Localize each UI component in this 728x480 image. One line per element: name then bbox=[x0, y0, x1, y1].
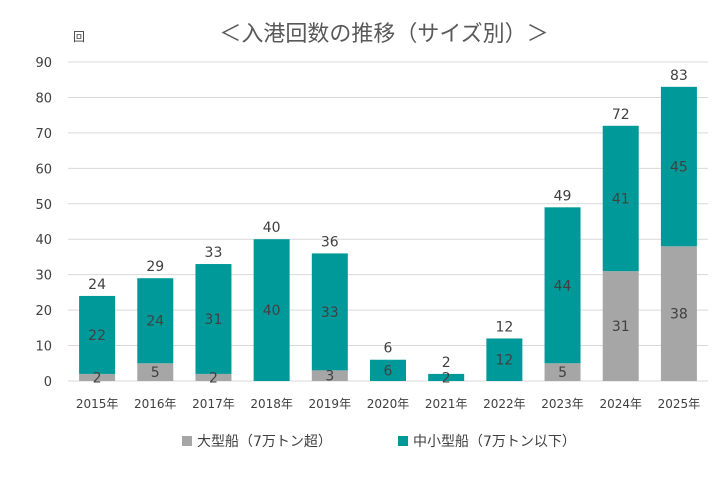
y-tick-label: 30 bbox=[35, 269, 52, 284]
y-tick-label: 60 bbox=[35, 162, 52, 177]
gridlines bbox=[68, 61, 708, 382]
total-label: 12 bbox=[495, 319, 513, 335]
total-label: 83 bbox=[670, 68, 688, 84]
total-label: 40 bbox=[263, 220, 281, 236]
bar-small-2023年 bbox=[544, 207, 581, 364]
segment-label: 2 bbox=[209, 370, 218, 386]
x-tick-label: 2022年 bbox=[483, 397, 526, 411]
bar-large-2025年 bbox=[660, 246, 697, 381]
bar-large-2023年 bbox=[544, 363, 581, 381]
segment-label: 5 bbox=[151, 365, 160, 381]
bar-small-2015年 bbox=[79, 295, 116, 374]
x-tick-label: 2017年 bbox=[192, 397, 235, 411]
legend-swatch-small bbox=[398, 436, 408, 446]
bars bbox=[79, 86, 697, 381]
segment-label: 38 bbox=[670, 307, 688, 323]
segment-label: 45 bbox=[670, 160, 688, 176]
bar-small-2019年 bbox=[311, 253, 348, 371]
bar-small-2016年 bbox=[137, 278, 174, 364]
segment-label: 40 bbox=[263, 303, 281, 319]
x-tick-label: 2020年 bbox=[367, 397, 410, 411]
bar-large-2024年 bbox=[602, 271, 639, 381]
x-tick-label: 2023年 bbox=[541, 397, 584, 411]
legend-swatch-large bbox=[182, 436, 192, 446]
segment-label: 44 bbox=[554, 278, 572, 294]
legend-label-large: 大型船（7万トン超） bbox=[197, 434, 332, 450]
y-tick-label: 70 bbox=[35, 127, 52, 142]
bar-small-2018年 bbox=[253, 239, 290, 381]
x-tick-label: 2025年 bbox=[658, 397, 701, 411]
y-tick-label: 40 bbox=[35, 233, 52, 248]
bar-large-2017年 bbox=[195, 373, 232, 381]
bar-small-2025年 bbox=[660, 86, 697, 247]
bar-small-2024年 bbox=[602, 125, 639, 272]
total-label: 29 bbox=[146, 259, 164, 275]
segment-label: 33 bbox=[321, 305, 339, 321]
y-axis-unit-label: 回 bbox=[73, 30, 85, 44]
x-tick-label: 2024年 bbox=[599, 397, 642, 411]
total-label: 2 bbox=[442, 355, 451, 371]
legend: 大型船（7万トン超） 中小型船（7万トン以下） bbox=[182, 434, 576, 450]
x-tick-label: 2015年 bbox=[76, 397, 119, 411]
segment-label: 12 bbox=[495, 353, 513, 369]
total-label: 33 bbox=[205, 245, 223, 261]
bar-small-2022年 bbox=[486, 338, 523, 381]
bar-large-2016年 bbox=[137, 363, 174, 381]
x-tick-label: 2019年 bbox=[309, 397, 352, 411]
segment-label: 31 bbox=[205, 312, 223, 328]
bar-large-2019年 bbox=[311, 370, 348, 381]
chart-title: ＜入港回数の推移（サイズ別）＞ bbox=[219, 22, 548, 47]
segment-label: 5 bbox=[558, 365, 567, 381]
bar-small-2020年 bbox=[370, 359, 406, 381]
y-tick-label: 50 bbox=[35, 198, 52, 213]
segment-label: 3 bbox=[325, 369, 334, 385]
x-tick-label: 2021年 bbox=[425, 397, 468, 411]
total-label: 6 bbox=[384, 341, 393, 357]
total-label: 72 bbox=[612, 107, 630, 123]
bar-small-2017年 bbox=[195, 264, 232, 374]
x-tick-label: 2016年 bbox=[134, 397, 177, 411]
segment-label: 41 bbox=[612, 191, 630, 207]
bar-large-2015年 bbox=[79, 373, 116, 381]
bar-small-2021年 bbox=[428, 373, 465, 381]
x-axis-ticks: 2015年 2016年 2017年 2018年 2019年 2020年 2021年 2022年… bbox=[76, 397, 700, 411]
segment-label: 6 bbox=[384, 363, 393, 379]
y-axis-ticks: 0 10 20 30 40 50 60 70 80 90 bbox=[35, 56, 52, 390]
segment-label: 22 bbox=[88, 328, 106, 344]
segment-label: 24 bbox=[146, 314, 164, 330]
y-tick-label: 20 bbox=[35, 304, 52, 319]
y-tick-label: 0 bbox=[44, 375, 52, 390]
segment-label: 2 bbox=[442, 370, 451, 386]
x-tick-label: 2018年 bbox=[250, 397, 293, 411]
segment-label: 2 bbox=[93, 370, 102, 386]
segment-label: 31 bbox=[612, 319, 630, 335]
total-label: 36 bbox=[321, 234, 339, 250]
y-tick-label: 80 bbox=[35, 91, 52, 106]
y-tick-label: 10 bbox=[35, 340, 52, 355]
y-tick-label: 90 bbox=[35, 56, 52, 71]
total-label: 49 bbox=[554, 188, 572, 204]
legend-label-small: 中小型船（7万トン以下） bbox=[413, 434, 576, 450]
total-label: 24 bbox=[88, 277, 106, 293]
